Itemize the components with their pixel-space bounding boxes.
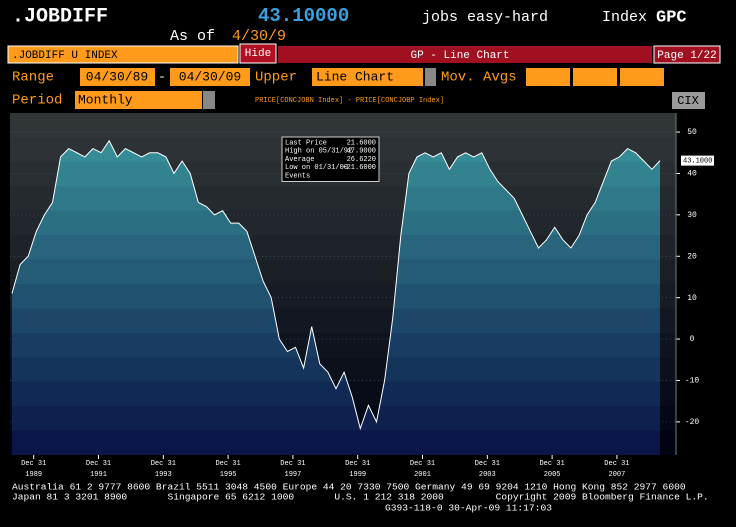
x-tick-year: 1989	[25, 471, 42, 479]
x-tick-year: 1999	[349, 471, 366, 479]
chart: -20 -10 0 10 20 30 40 50 Dec 31 1989 Dec 31 1991 Dec…	[10, 113, 714, 479]
x-tick-label: Dec 31	[604, 460, 629, 468]
line	[11, 139, 661, 431]
title-bar	[278, 46, 652, 63]
mov-avg-field[interactable]	[526, 68, 570, 86]
y-tick-label: -10	[685, 377, 700, 386]
page-indicator: Page 1/22	[657, 50, 716, 62]
y-tick-label: 50	[687, 128, 697, 137]
x-tick-year: 2005	[544, 471, 561, 479]
security: .JOBDIFF U INDEX	[12, 50, 118, 62]
mov-avg-field[interactable]	[573, 68, 617, 86]
x-tick-year: 1991	[90, 471, 107, 479]
start-date: 04/30/89	[86, 69, 148, 84]
area	[12, 140, 660, 456]
mov-avgs-label: Mov. Avgs	[441, 70, 517, 86]
period-dropdown[interactable]	[203, 91, 215, 109]
start-date-field[interactable]	[80, 68, 155, 86]
stats-value: 21.6000	[347, 139, 376, 147]
range-label: Range	[12, 70, 54, 86]
x-tick-year: 1997	[285, 471, 302, 479]
y-tick-label: 10	[687, 294, 697, 303]
footer-line: G393-118-0 30-Apr-09 11:17:03	[385, 503, 552, 514]
stats-label: Events	[285, 173, 310, 181]
footer-line: Australia 61 2 9777 8600 Brazil 5511 304…	[12, 482, 686, 493]
screen-title: GP - Line Chart	[410, 50, 509, 62]
x-tick-label: Dec 31	[410, 460, 435, 468]
stats-box	[281, 136, 380, 182]
mov-avg-field[interactable]	[620, 68, 664, 86]
hide-button[interactable]	[239, 43, 277, 64]
y-tick-label: 40	[687, 170, 697, 179]
as-of-label: As of	[170, 28, 215, 45]
cix-label: CIX	[677, 94, 699, 108]
y-tick-label: -20	[685, 418, 700, 427]
last-value-box	[681, 155, 714, 166]
period-field[interactable]	[75, 91, 202, 109]
x-tick-label: Dec 31	[539, 460, 564, 468]
period-label: Period	[12, 93, 62, 109]
x-tick-label: Dec 31	[280, 460, 305, 468]
x-tick-label: Dec 31	[345, 460, 370, 468]
end-date-field[interactable]	[170, 68, 250, 86]
cix-button[interactable]	[672, 92, 705, 109]
x-tick-year: 2007	[609, 471, 626, 479]
security-field[interactable]	[7, 45, 239, 64]
ticker: .JOBDIFF	[12, 5, 108, 28]
stats-value: 26.6220	[347, 156, 376, 164]
stats-value: -21.6000	[342, 164, 376, 172]
period: Monthly	[78, 92, 133, 107]
page-box[interactable]	[653, 45, 721, 64]
price: 43.10000	[258, 5, 349, 27]
x-tick-year: 2003	[479, 471, 496, 479]
description: jobs easy-hard	[422, 9, 548, 26]
x-tick-year: 1993	[155, 471, 172, 479]
function-code: GPC	[656, 8, 687, 27]
as-of-date: 4/30/9	[232, 28, 286, 45]
last-value-label: 43.1000	[683, 157, 712, 165]
chart-type: Line Chart	[316, 69, 394, 84]
y-tick-label: 20	[687, 252, 697, 261]
upper-label: Upper	[255, 70, 297, 86]
x-tick-year: 2001	[414, 471, 431, 479]
x-tick-year: 1995	[220, 471, 237, 479]
x-tick-label: Dec 31	[151, 460, 176, 468]
stats-label: Low on 01/31/00	[285, 164, 348, 172]
y-tick-label: 0	[690, 335, 695, 344]
stats-label: Average	[285, 156, 314, 164]
end-date: 04/30/09	[179, 69, 241, 84]
stats-label: Last Price	[285, 139, 327, 147]
formula: PRICE[CONCJOBN Index] - PRICE[CONCJOBP I…	[255, 97, 444, 105]
asset-class: Index	[602, 9, 647, 26]
stats-value: 47.9000	[347, 148, 376, 156]
chart-type-dropdown[interactable]	[425, 68, 436, 86]
hide-label: Hide	[245, 48, 271, 60]
x-tick-label: Dec 31	[21, 460, 46, 468]
chart-type-field[interactable]	[312, 68, 423, 86]
range-separator: -	[158, 69, 166, 84]
y-tick-label: 30	[687, 211, 697, 220]
x-tick-label: Dec 31	[86, 460, 111, 468]
stats-label: High on 05/31/92	[285, 148, 352, 156]
footer-line: Japan 81 3 3201 8900 Singapore 65 6212 1…	[12, 492, 709, 503]
x-tick-label: Dec 31	[475, 460, 500, 468]
x-tick-label: Dec 31	[215, 460, 240, 468]
